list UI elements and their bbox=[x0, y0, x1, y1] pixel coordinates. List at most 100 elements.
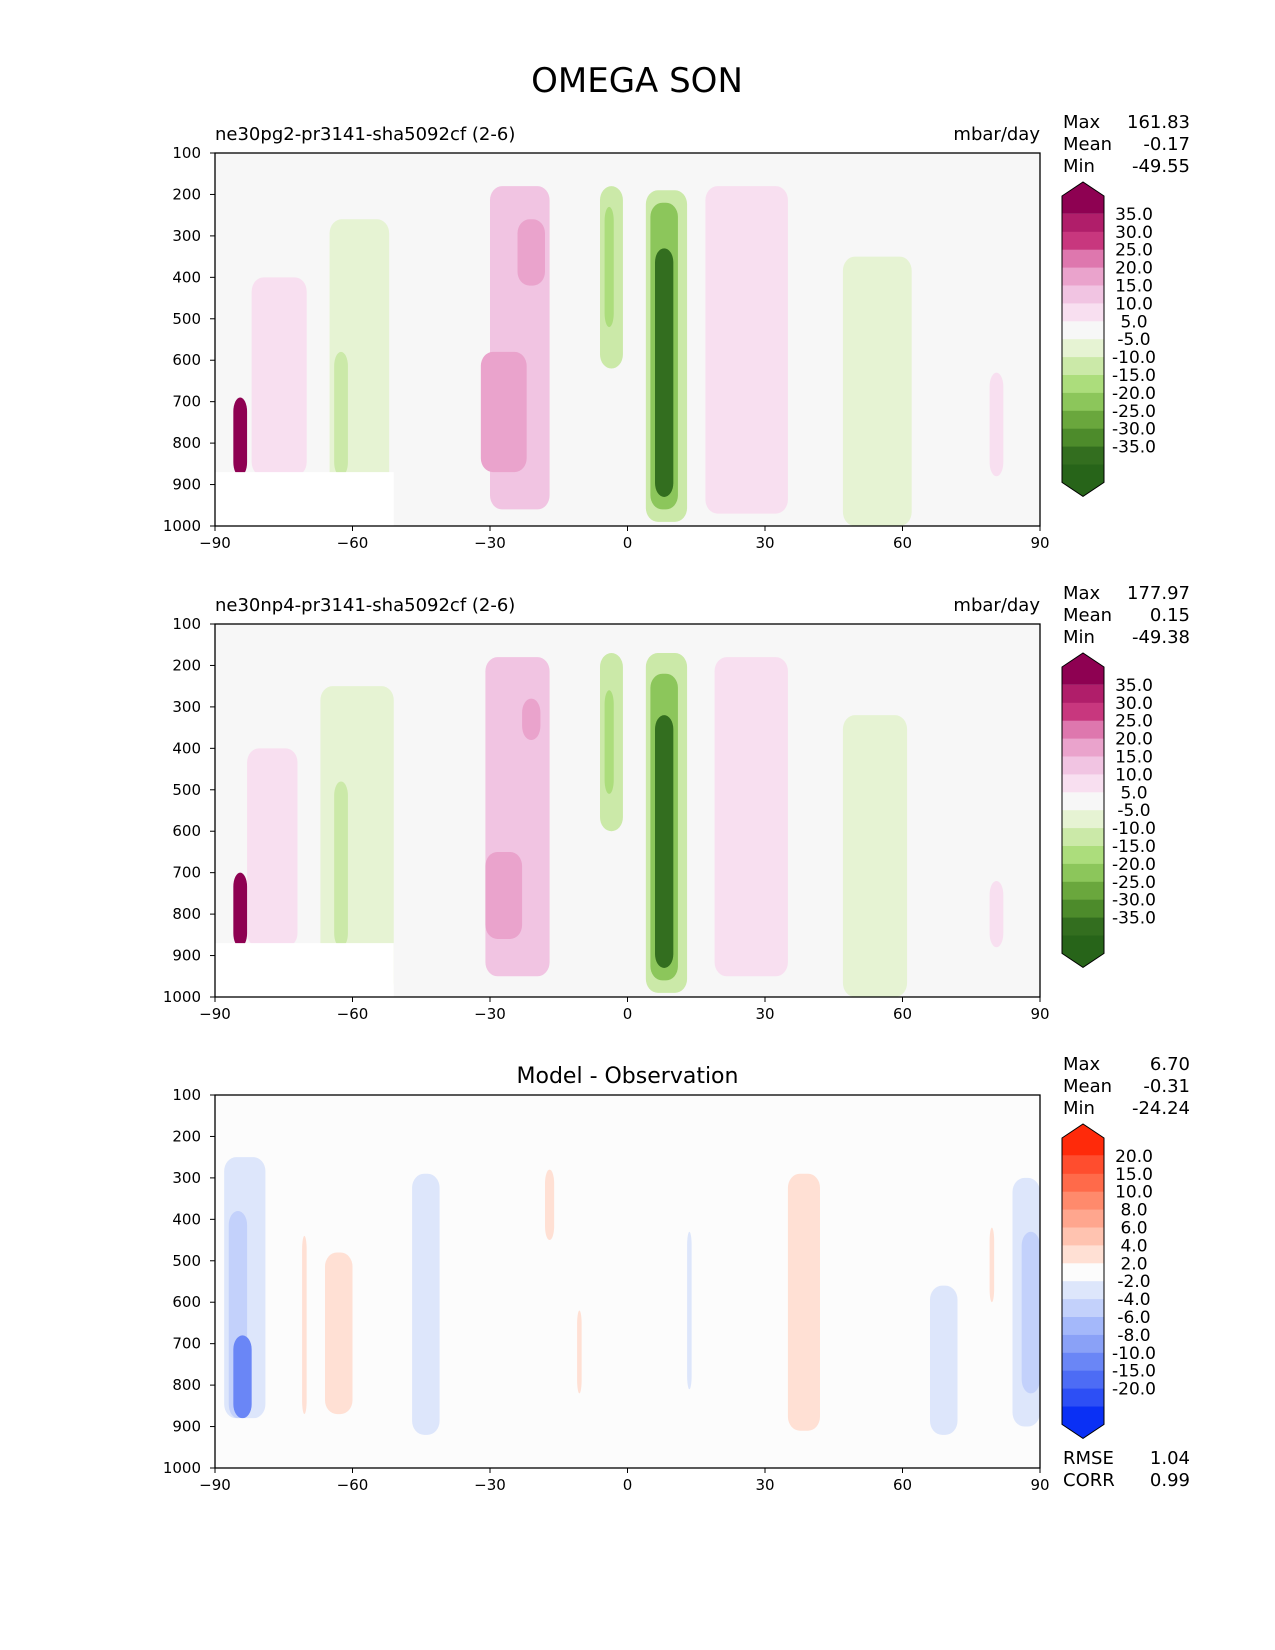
contour-region bbox=[655, 715, 674, 968]
colorbar-label: 15.0 bbox=[1115, 748, 1153, 768]
colorbar-label: 35.0 bbox=[1115, 205, 1153, 225]
y-tick-label: 1000 bbox=[163, 517, 201, 535]
colorbar-label: -30.0 bbox=[1112, 891, 1156, 911]
contour-region bbox=[842, 715, 908, 997]
colorbar-label: 4.0 bbox=[1120, 1236, 1147, 1256]
colorbar-label: -10.0 bbox=[1112, 1344, 1156, 1364]
y-tick-label: 800 bbox=[172, 434, 201, 452]
colorbar-label: 20.0 bbox=[1115, 730, 1153, 750]
colorbar-label: 5.0 bbox=[1120, 783, 1147, 803]
colorbar-segment bbox=[1062, 720, 1104, 740]
contour-region bbox=[522, 698, 541, 741]
colorbar-label: -5.0 bbox=[1117, 801, 1150, 821]
y-tick-label: 500 bbox=[172, 781, 201, 799]
contour-region bbox=[1021, 1231, 1040, 1394]
y-tick-label: 600 bbox=[172, 822, 201, 840]
colorbar-segment bbox=[1062, 684, 1104, 704]
contour-region bbox=[517, 219, 545, 286]
y-tick-label: 900 bbox=[172, 476, 201, 494]
colorbar-segment bbox=[1062, 1173, 1104, 1193]
stat-value: -0.17 bbox=[1143, 134, 1190, 155]
colorbar-label: 6.0 bbox=[1120, 1219, 1147, 1239]
stat-label: Min bbox=[1063, 156, 1095, 177]
y-tick-label: 800 bbox=[172, 905, 201, 923]
contour-region bbox=[334, 781, 348, 948]
contour-region bbox=[485, 851, 523, 939]
colorbar-label: -4.0 bbox=[1117, 1290, 1150, 1310]
colorbar-segment bbox=[1062, 863, 1104, 883]
colorbar-segment bbox=[1062, 1370, 1104, 1390]
colorbar-label: 10.0 bbox=[1115, 765, 1153, 785]
stat-value: 177.97 bbox=[1127, 583, 1190, 604]
panel-title: ne30np4-pr3141-sha5092cf (2-6) bbox=[215, 595, 515, 616]
colorbar-label: 5.0 bbox=[1120, 312, 1147, 332]
panel-title: Model - Observation bbox=[517, 1064, 739, 1089]
stat-value: 161.83 bbox=[1127, 112, 1190, 133]
contour-region bbox=[334, 351, 348, 477]
stat-label: Mean bbox=[1063, 1076, 1112, 1097]
y-tick-label: 700 bbox=[172, 393, 201, 411]
x-tick-label: 30 bbox=[755, 534, 774, 552]
colorbar-segment bbox=[1062, 267, 1104, 286]
contour-region bbox=[655, 248, 674, 497]
stat-value: -0.31 bbox=[1143, 1076, 1190, 1097]
colorbar-segment bbox=[1062, 285, 1104, 304]
y-tick-label: 100 bbox=[172, 144, 201, 162]
panel-units: mbar/day bbox=[953, 124, 1040, 145]
x-tick-label: 90 bbox=[1030, 1005, 1049, 1023]
x-tick-label: 90 bbox=[1030, 534, 1049, 552]
contour-region bbox=[787, 1173, 820, 1431]
stat-value: -24.24 bbox=[1132, 1098, 1190, 1119]
contour-region bbox=[930, 1285, 958, 1435]
colorbar-label: 35.0 bbox=[1115, 676, 1153, 696]
colorbar-label: 15.0 bbox=[1115, 1165, 1153, 1185]
colorbar-label: -6.0 bbox=[1117, 1308, 1150, 1328]
y-tick-label: 700 bbox=[172, 864, 201, 882]
contour-region bbox=[989, 1227, 995, 1303]
y-tick-label: 200 bbox=[172, 185, 201, 203]
colorbar-label: -8.0 bbox=[1117, 1326, 1150, 1346]
colorbar-label: -35.0 bbox=[1112, 438, 1156, 458]
y-tick-label: 1000 bbox=[163, 1459, 201, 1477]
stat-label: Mean bbox=[1063, 605, 1112, 626]
colorbar-segment bbox=[1062, 1227, 1104, 1246]
colorbar-label: 30.0 bbox=[1115, 694, 1153, 714]
colorbar-segment bbox=[1062, 899, 1104, 919]
panel-1: −90 −60 −30 0 30 60 90 100 200 300 400 500 600 700 800… bbox=[163, 112, 1190, 552]
colorbar-extend-min bbox=[1062, 935, 1104, 968]
y-tick-label: 900 bbox=[172, 947, 201, 965]
x-tick-label: 60 bbox=[893, 1005, 912, 1023]
colorbar-label: -20.0 bbox=[1112, 384, 1156, 404]
colorbar-segment bbox=[1062, 249, 1104, 269]
colorbar-label: -25.0 bbox=[1112, 873, 1156, 893]
colorbar-segment bbox=[1062, 428, 1104, 448]
x-tick-label: 60 bbox=[893, 1476, 912, 1494]
contour-region bbox=[705, 186, 788, 514]
colorbar-segment bbox=[1062, 917, 1104, 936]
y-tick-label: 100 bbox=[172, 1086, 201, 1104]
contour-region bbox=[412, 1173, 440, 1435]
x-tick-label: 0 bbox=[623, 1005, 633, 1023]
contour-region bbox=[989, 880, 1004, 948]
colorbar-segment bbox=[1062, 792, 1104, 811]
stat-value: -49.55 bbox=[1132, 156, 1190, 177]
colorbar-label: 8.0 bbox=[1120, 1201, 1147, 1221]
colorbar: 35.030.025.020.015.010.05.0-5.0-10.0-15.… bbox=[1061, 181, 1156, 498]
x-tick-label: −90 bbox=[199, 1005, 231, 1023]
colorbar-segment bbox=[1062, 1352, 1104, 1372]
x-tick-label: −30 bbox=[474, 1476, 506, 1494]
colorbar-segment bbox=[1062, 702, 1104, 722]
stat-label: RMSE bbox=[1063, 1448, 1114, 1469]
x-tick-label: 90 bbox=[1030, 1476, 1049, 1494]
colorbar-label: -15.0 bbox=[1112, 1362, 1156, 1382]
stat-label: Mean bbox=[1063, 134, 1112, 155]
y-tick-label: 400 bbox=[172, 1210, 201, 1228]
stat-value: 0.15 bbox=[1150, 605, 1190, 626]
colorbar-segment bbox=[1062, 375, 1104, 394]
colorbar-label: -20.0 bbox=[1112, 1380, 1156, 1400]
colorbar-segment bbox=[1062, 1281, 1104, 1300]
x-tick-label: 60 bbox=[893, 534, 912, 552]
contour-region bbox=[604, 206, 614, 328]
colorbar-segment bbox=[1062, 410, 1104, 430]
topography-mask bbox=[215, 943, 394, 997]
